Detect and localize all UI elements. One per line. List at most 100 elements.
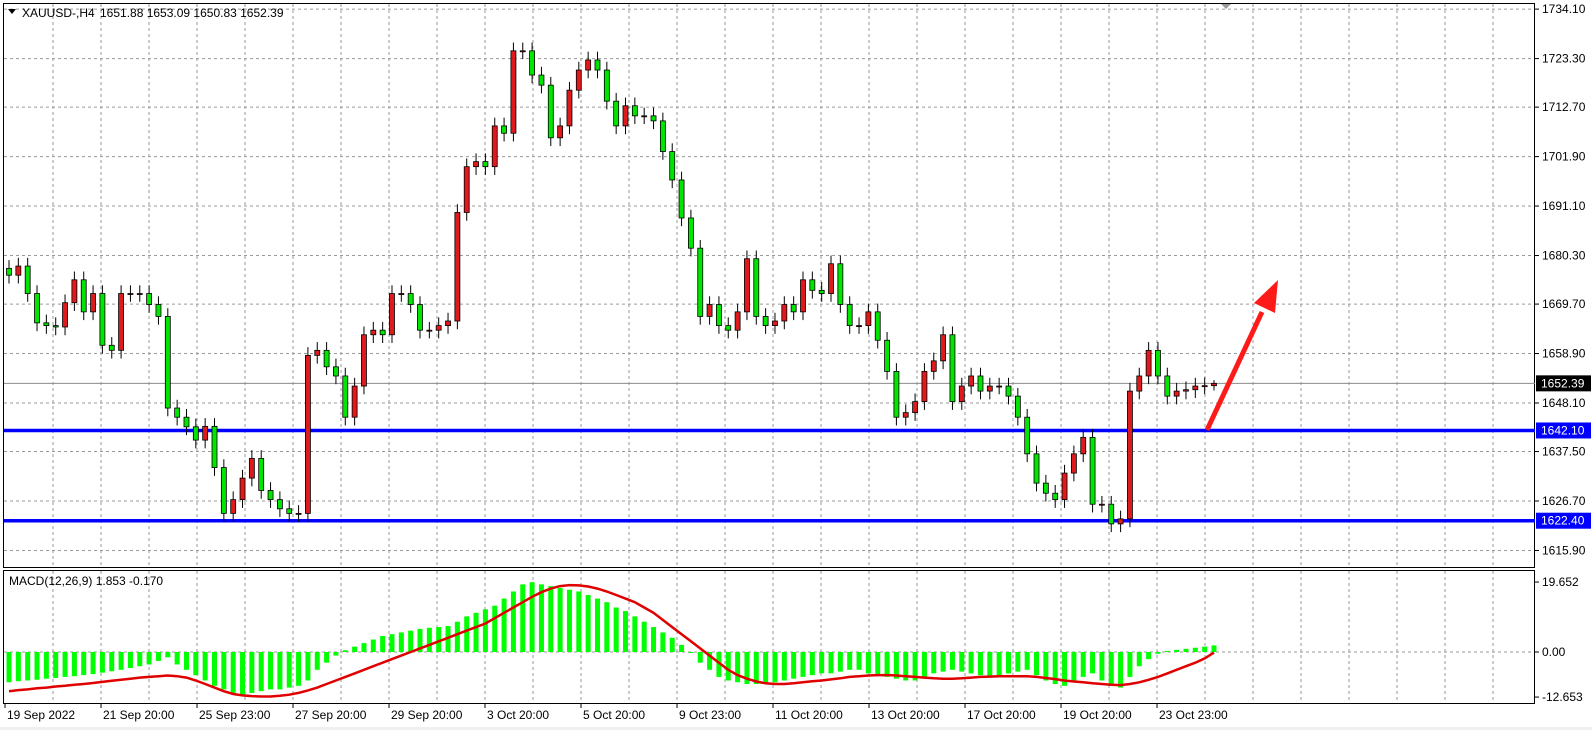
- macd-indicator: [6, 582, 1217, 698]
- candle-body: [921, 370, 928, 403]
- candle: [146, 285, 153, 313]
- macd-histogram-bar: [660, 632, 666, 652]
- candle: [706, 296, 713, 325]
- candle: [949, 326, 956, 410]
- candle: [34, 285, 40, 332]
- macd-tick-label: 0.00: [1542, 645, 1566, 659]
- candle: [417, 296, 423, 339]
- candle-body: [1042, 482, 1049, 494]
- price-tick-label: 1701.90: [1542, 150, 1586, 164]
- macd-histogram-bar: [436, 627, 442, 652]
- macd-histogram-bar: [1202, 646, 1208, 652]
- candle-body: [631, 105, 638, 117]
- candle-body: [1070, 453, 1077, 474]
- candle: [1173, 382, 1180, 405]
- macd-histogram-bar: [6, 652, 12, 683]
- candle-body: [239, 477, 246, 501]
- macd-histogram-bar: [763, 652, 769, 685]
- candle-body: [15, 265, 22, 276]
- macd-histogram-bar: [1211, 645, 1217, 652]
- candle: [6, 260, 12, 284]
- candle-body: [1108, 503, 1115, 525]
- macd-histogram-bar: [819, 652, 825, 674]
- macd-histogram-bar: [99, 652, 105, 673]
- candle: [62, 294, 68, 336]
- macd-histogram-bar: [212, 652, 218, 686]
- macd-histogram-bar: [604, 602, 610, 652]
- macd-histogram-bar: [707, 652, 713, 670]
- macd-histogram-bar: [501, 598, 507, 652]
- up-arrow-annotation[interactable]: [1204, 280, 1278, 432]
- macd-histogram-bar: [15, 652, 21, 682]
- candle: [501, 117, 507, 142]
- candle: [958, 377, 965, 410]
- candle: [164, 308, 171, 417]
- candle-body: [1099, 503, 1105, 506]
- macd-histogram-bar: [155, 652, 161, 661]
- candle: [445, 312, 451, 334]
- macd-histogram-bar: [118, 652, 124, 670]
- candle: [538, 66, 545, 94]
- candle: [725, 317, 732, 339]
- dropdown-triangle-icon[interactable]: [8, 9, 16, 14]
- macd-histogram-bar: [305, 652, 311, 681]
- candle: [940, 326, 947, 370]
- candle: [267, 482, 274, 508]
- candle-body: [659, 120, 666, 152]
- time-tick-label: 25 Sep 23:00: [199, 708, 271, 722]
- current-price-badge: [1536, 375, 1591, 392]
- candle: [426, 321, 433, 339]
- macd-histogram-bar: [837, 652, 843, 672]
- candle: [1201, 377, 1208, 395]
- candle: [996, 377, 1003, 395]
- candle-body: [202, 425, 209, 441]
- candle: [800, 271, 806, 321]
- price-tick-label: 1734.10: [1542, 2, 1586, 16]
- candle: [585, 51, 592, 79]
- macd-histogram-bar: [286, 652, 292, 688]
- candle: [24, 257, 31, 302]
- candle: [594, 51, 601, 79]
- candle-body: [650, 115, 657, 122]
- macd-histogram-bar: [548, 586, 554, 652]
- candle-body: [837, 263, 844, 305]
- candle: [1117, 510, 1124, 533]
- candle: [762, 308, 769, 334]
- candle: [370, 321, 377, 344]
- candle: [865, 303, 872, 334]
- macd-histogram-bar: [735, 652, 741, 683]
- chart-shift-marker-icon[interactable]: [1221, 4, 1231, 9]
- candle-body: [996, 385, 1003, 388]
- macd-histogram-bar: [594, 598, 600, 652]
- price-tick-label: 1648.10: [1542, 396, 1586, 410]
- arrow-shaft: [1204, 310, 1265, 432]
- arrow-head-icon: [1254, 280, 1278, 313]
- candle: [1014, 387, 1021, 426]
- candle-body: [753, 258, 760, 317]
- macd-histogram-bar: [417, 628, 423, 652]
- candle: [846, 296, 853, 334]
- candle: [183, 408, 190, 436]
- macd-histogram-bar: [324, 652, 330, 663]
- macd-histogram-bar: [781, 652, 787, 681]
- candle-body: [127, 293, 134, 295]
- candle-body: [818, 289, 825, 294]
- macd-histogram-bar: [230, 652, 236, 693]
- candle: [1211, 380, 1217, 391]
- macd-histogram-bar: [71, 652, 77, 677]
- support-lines[interactable]: [4, 428, 1535, 523]
- candle-body: [566, 89, 573, 127]
- candle-body: [744, 258, 750, 313]
- time-tick-label: 23 Oct 23:00: [1159, 708, 1228, 722]
- candle-body: [370, 329, 377, 336]
- candle-body: [286, 508, 293, 514]
- macd-histogram-bar: [912, 652, 918, 681]
- candle: [211, 418, 218, 476]
- candle-body: [454, 212, 461, 322]
- candle-body: [108, 344, 115, 351]
- candle: [333, 358, 339, 385]
- macd-histogram-bar: [1024, 652, 1030, 670]
- candle: [529, 42, 536, 84]
- candle: [557, 117, 564, 147]
